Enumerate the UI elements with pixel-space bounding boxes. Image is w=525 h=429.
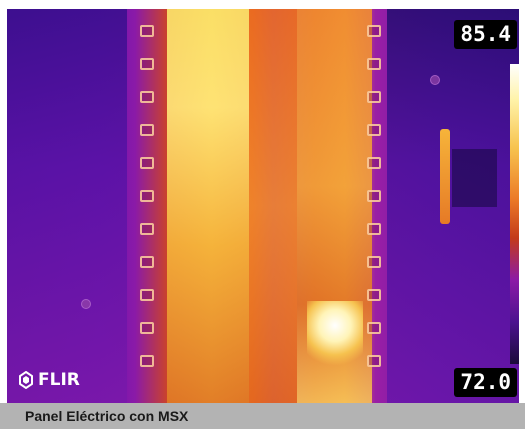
breaker-slot [367,25,381,37]
breaker-column-left [140,25,154,388]
breaker-slot [367,256,381,268]
caption-bar: Panel Eléctrico con MSX [0,403,525,429]
cool-region-left [7,9,127,403]
breaker-slot [367,190,381,202]
min-temperature-label: 72.0 [454,368,517,397]
hot-column-left [167,9,249,403]
bolt [430,75,440,85]
breaker-slot [140,289,154,301]
flir-logo: FLIR [18,370,80,390]
breaker-column-right [367,25,381,388]
breaker-slot [367,322,381,334]
breaker-slot [367,223,381,235]
breaker-slot [140,157,154,169]
thermal-image [7,9,519,403]
breaker-slot [140,190,154,202]
breaker-slot [140,256,154,268]
flir-logo-icon [19,371,33,389]
breaker-slot [140,124,154,136]
breaker-slot [140,322,154,334]
breaker-slot [367,157,381,169]
hotspot [307,301,363,371]
temperature-scale-bar [510,64,519,364]
door-latch-shadow [452,149,497,207]
breaker-slot [140,355,154,367]
door-latch [440,129,450,224]
breaker-slot [367,58,381,70]
breaker-slot [140,58,154,70]
max-temperature-label: 85.4 [454,20,517,49]
breaker-slot [140,223,154,235]
bolt [81,299,91,309]
breaker-slot [367,289,381,301]
breaker-slot [367,91,381,103]
breaker-slot [140,25,154,37]
flir-logo-text: FLIR [38,370,80,390]
breaker-slot [367,124,381,136]
breaker-slot [367,355,381,367]
warm-column-center [249,9,297,403]
breaker-slot [140,91,154,103]
caption-text: Panel Eléctrico con MSX [25,408,189,424]
